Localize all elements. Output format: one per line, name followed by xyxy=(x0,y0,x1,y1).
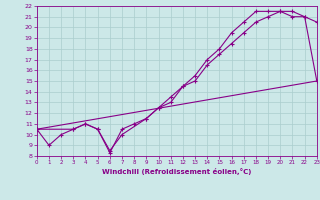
X-axis label: Windchill (Refroidissement éolien,°C): Windchill (Refroidissement éolien,°C) xyxy=(102,168,252,175)
